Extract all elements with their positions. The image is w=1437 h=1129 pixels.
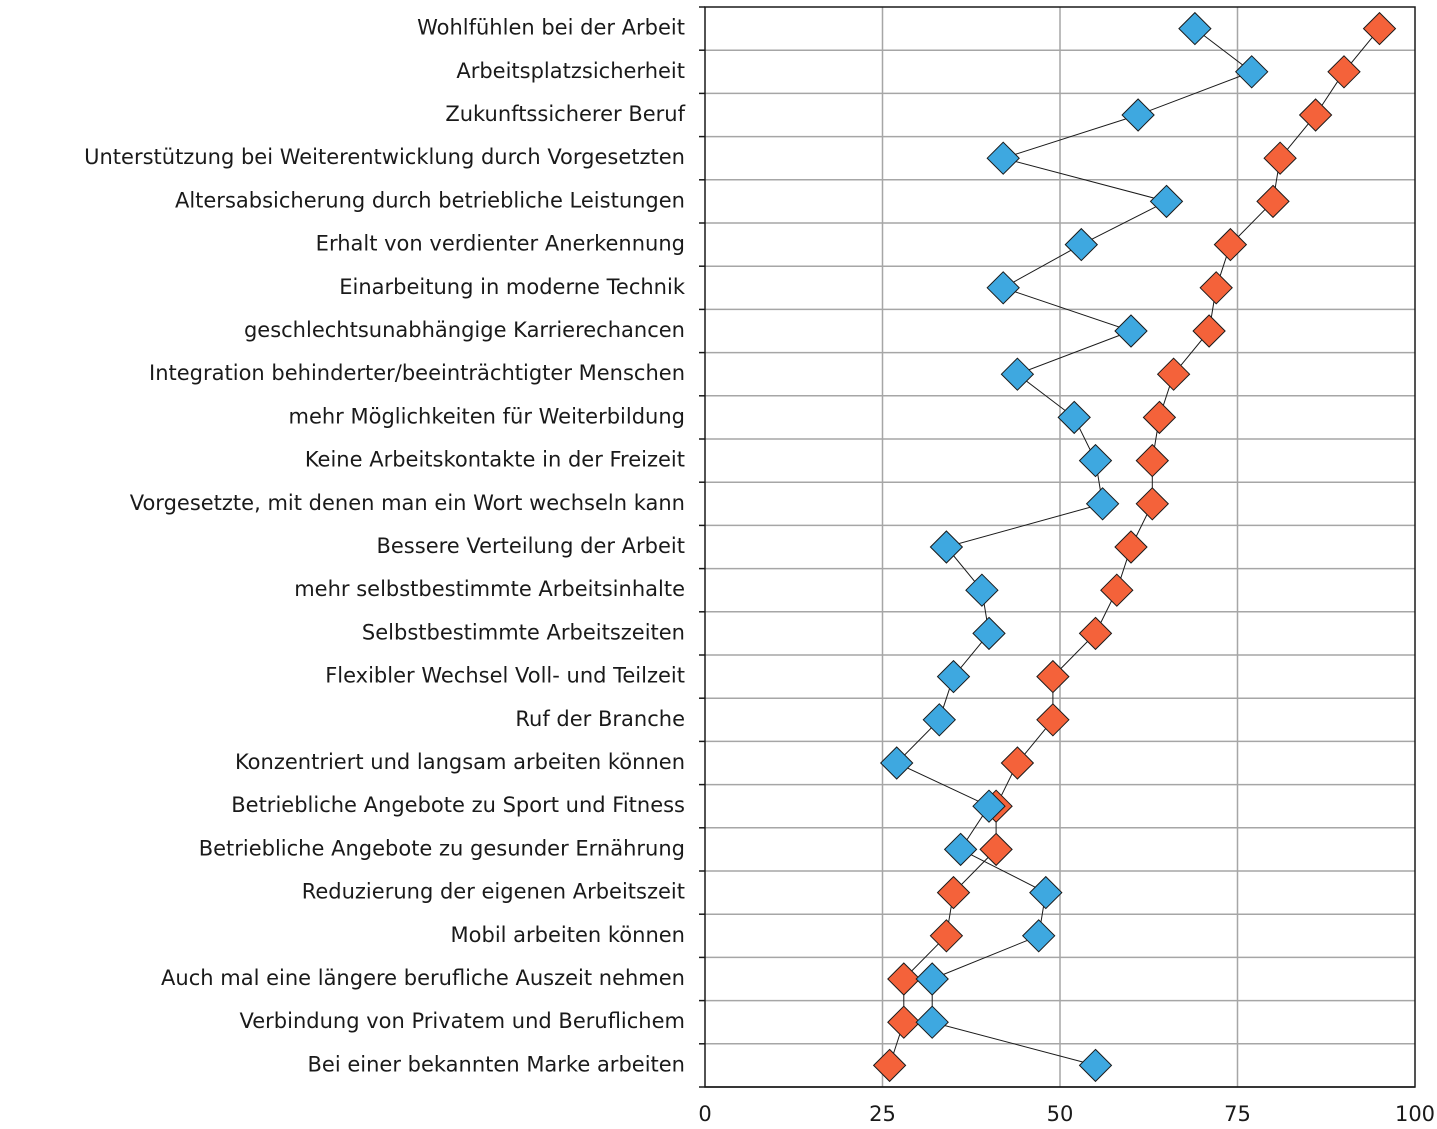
data-point-series-1	[1199, 271, 1233, 305]
plot-frame	[699, 6, 1416, 1088]
data-point-series-1	[979, 832, 1013, 867]
data-point-series-2	[879, 746, 914, 780]
data-point-series-1	[1213, 227, 1248, 262]
data-point-series-2	[986, 141, 1020, 175]
category-label: Konzentriert und langsam arbeiten können	[235, 750, 685, 774]
data-point-series-1	[1078, 616, 1113, 651]
category-label: mehr Möglichkeiten für Weiterbildung	[289, 404, 686, 428]
category-label: Selbstbestimmte Arbeitszeiten	[362, 620, 685, 644]
data-point-series-1	[1156, 357, 1191, 391]
data-point-series-2	[1114, 314, 1148, 348]
data-point-series-1	[1114, 530, 1148, 564]
data-point-series-2	[915, 1005, 949, 1039]
data-point-series-1	[872, 1048, 907, 1083]
grid-lines	[705, 7, 1415, 1087]
category-label: Betriebliche Angebote zu Sport und Fitne…	[231, 793, 685, 817]
category-label: Unterstützung bei Weiterentwicklung durc…	[84, 145, 685, 169]
data-point-series-1	[1298, 98, 1333, 132]
category-label: Bessere Verteilung der Arbeit	[376, 534, 685, 558]
data-point-series-2	[929, 530, 964, 564]
category-label: Verbindung von Privatem und Beruflichem	[239, 1009, 685, 1033]
data-point-series-1	[1135, 487, 1170, 521]
series-markers	[872, 11, 1397, 1083]
data-point-series-2	[943, 832, 978, 867]
data-point-series-1	[1000, 746, 1035, 780]
data-point-series-1	[936, 875, 971, 910]
x-tick-label: 75	[1224, 1102, 1251, 1126]
category-label: Bei einer bekannten Marke arbeiten	[308, 1052, 685, 1076]
category-label: geschlechtsunabhängige Karrierechancen	[244, 318, 685, 342]
data-point-series-1	[1192, 314, 1226, 348]
category-label: Wohlfühlen bei der Arbeit	[417, 16, 685, 40]
data-point-series-2	[1178, 11, 1212, 46]
category-label: Erhalt von verdienter Anerkennung	[316, 232, 685, 256]
category-label: Keine Arbeitskontakte in der Freizeit	[305, 448, 685, 472]
category-label: mehr selbstbestimmte Arbeitsinhalte	[294, 577, 685, 601]
data-point-series-1	[887, 962, 921, 996]
data-point-series-2	[1000, 357, 1035, 391]
data-point-series-2	[1057, 400, 1091, 435]
category-label: Altersabsicherung durch betriebliche Lei…	[175, 188, 685, 212]
category-label: Mobil arbeiten können	[451, 923, 685, 947]
data-point-series-1	[1142, 400, 1177, 435]
category-label: Einarbeitung in moderne Technik	[339, 275, 686, 299]
data-point-series-2	[972, 616, 1006, 651]
data-point-series-1	[887, 1005, 921, 1039]
x-tick-label: 0	[698, 1102, 711, 1126]
category-label: Flexibler Wechsel Voll- und Teilzeit	[325, 664, 685, 688]
data-point-series-2	[1021, 919, 1056, 953]
category-label: Reduzierung der eigenen Arbeitszeit	[302, 880, 685, 904]
data-point-series-2	[972, 789, 1006, 823]
data-point-series-2	[1078, 1048, 1113, 1083]
category-label: Integration behinderter/beeinträchtigter…	[149, 361, 685, 385]
data-point-series-1	[1362, 11, 1397, 46]
category-label: Arbeitsplatzsicherheit	[456, 59, 685, 83]
data-point-series-2	[1085, 487, 1120, 521]
data-point-series-2	[965, 573, 999, 607]
data-point-series-1	[929, 919, 964, 953]
data-point-series-1	[1327, 55, 1361, 89]
category-label: Vorgesetzte, mit denen man ein Wort wech…	[130, 491, 685, 515]
data-point-series-2	[1121, 98, 1155, 132]
x-axis-tick-labels: 0 25 50 75 100	[698, 1102, 1435, 1126]
data-point-series-2	[986, 271, 1020, 305]
data-point-series-1	[1263, 141, 1297, 175]
data-point-series-2	[1029, 875, 1063, 910]
category-labels: Wohlfühlen bei der Arbeit Arbeitsplatzsic…	[84, 16, 686, 1077]
data-point-series-1	[1135, 443, 1170, 478]
category-label: Auch mal eine längere berufliche Auszeit…	[161, 966, 685, 990]
category-label: Zukunftssicherer Beruf	[445, 102, 685, 126]
data-point-series-2	[1064, 227, 1099, 262]
category-label: Betriebliche Angebote zu gesunder Ernähr…	[199, 836, 685, 860]
data-point-series-2	[915, 962, 949, 996]
data-point-series-2	[922, 703, 957, 737]
data-point-series-2	[1149, 184, 1184, 219]
x-tick-label: 50	[1047, 1102, 1074, 1126]
x-tick-label: 100	[1395, 1102, 1435, 1126]
data-point-series-1	[1036, 703, 1070, 737]
data-point-series-2	[936, 659, 971, 694]
x-tick-label: 25	[869, 1102, 896, 1126]
data-point-series-1	[1256, 184, 1290, 219]
category-label: Ruf der Branche	[515, 707, 685, 731]
data-point-series-2	[1078, 443, 1113, 478]
data-point-series-2	[1234, 55, 1269, 89]
data-point-series-1	[1036, 659, 1070, 694]
data-point-series-1	[1100, 573, 1134, 607]
